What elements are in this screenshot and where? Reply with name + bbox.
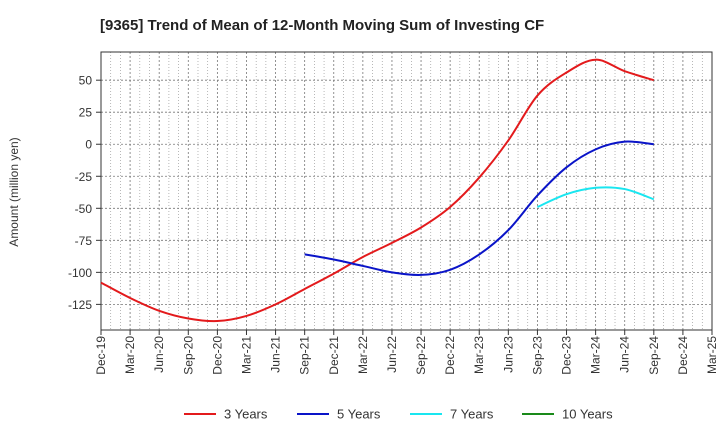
y-tick-label: 25	[79, 106, 93, 120]
x-tick-label: Dec-24	[676, 336, 690, 375]
x-tick-label: Mar-24	[589, 336, 603, 374]
legend-label: 5 Years	[337, 407, 381, 422]
y-tick-label: -125	[68, 298, 92, 312]
legend-label: 7 Years	[450, 407, 494, 422]
x-tick-label: Mar-20	[123, 336, 137, 374]
grid-layer	[100, 52, 713, 330]
x-tick-label: Sep-23	[530, 336, 544, 375]
x-tick-label: Dec-21	[327, 336, 341, 375]
x-tick-label: Jun-20	[152, 336, 166, 373]
series-layer	[100, 58, 655, 323]
x-tick-label: Mar-22	[356, 336, 370, 374]
plot-frame	[100, 51, 713, 331]
x-tick-label: Jun-21	[269, 336, 283, 373]
x-tick-label: Jun-22	[385, 336, 399, 373]
y-tick-label: -100	[68, 266, 92, 280]
y-axis-label: Amount (million yen)	[7, 137, 21, 246]
x-tick-label: Sep-21	[298, 336, 312, 375]
x-tick-label: Sep-24	[647, 336, 661, 375]
x-tick-label: Jun-23	[501, 336, 515, 373]
y-tick-label: -25	[75, 170, 93, 184]
axis-layer: 50 25 0 -25 -50 -75 -100 -125 Dec-19 Mar-20 Jun-20…	[68, 51, 719, 375]
legend-label: 3 Years	[224, 407, 268, 422]
legend: 3 Years 5 Years 7 Years 10 Years	[184, 407, 613, 422]
x-tick-label: Dec-20	[210, 336, 224, 375]
x-tick-label: Mar-23	[472, 336, 486, 374]
series-line-7-years	[537, 186, 655, 208]
x-tick-label: Jun-24	[618, 336, 632, 373]
x-tick-label: Mar-25	[705, 336, 719, 374]
x-tick-label: Dec-19	[94, 336, 108, 375]
chart-title: [9365] Trend of Mean of 12-Month Moving …	[100, 17, 544, 34]
x-tick-label: Dec-22	[443, 336, 457, 375]
x-tick-label: Sep-20	[181, 336, 195, 375]
y-tick-label: 50	[79, 74, 93, 88]
y-tick-label: -50	[75, 202, 93, 216]
legend-label: 10 Years	[562, 407, 613, 422]
series-line-5-years	[304, 140, 654, 276]
x-tick-label: Dec-23	[560, 336, 574, 375]
y-tick-label: -75	[75, 234, 93, 248]
y-tick-label: 0	[85, 138, 92, 152]
series-line-3-years	[100, 58, 655, 323]
x-tick-label: Sep-22	[414, 336, 428, 375]
x-tick-label: Mar-21	[239, 336, 253, 374]
